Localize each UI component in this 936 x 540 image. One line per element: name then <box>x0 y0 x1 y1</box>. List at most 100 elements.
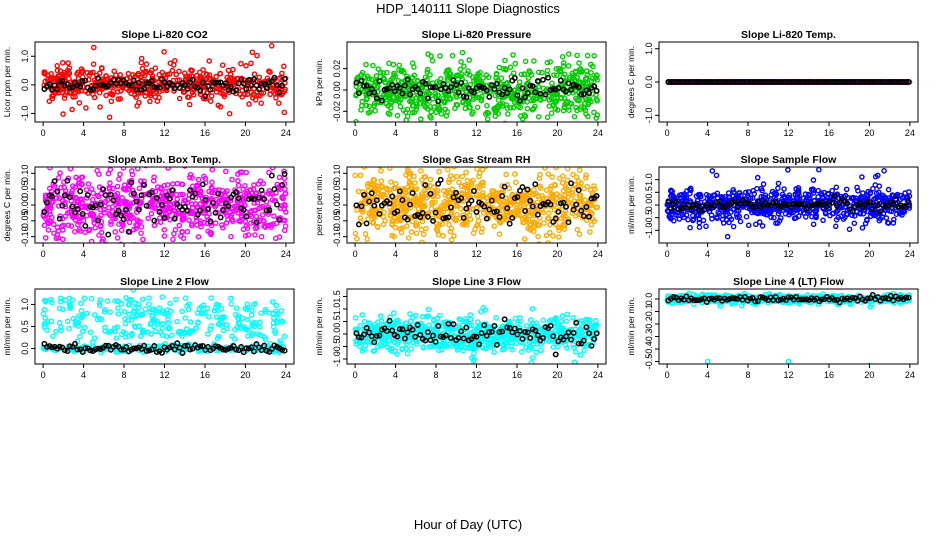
reference-point <box>667 205 674 212</box>
panel-3: Slope Li-820 Temp.degrees C per min.0 4 8 1… <box>626 29 919 138</box>
data-point <box>574 52 580 59</box>
reference-point <box>261 195 268 202</box>
data-point <box>86 226 93 233</box>
data-point <box>520 219 526 226</box>
data-point <box>573 104 579 111</box>
reference-point <box>903 79 910 85</box>
data-point <box>473 192 480 199</box>
data-point <box>206 72 213 78</box>
data-point <box>713 172 720 179</box>
reference-point <box>153 195 160 201</box>
data-point <box>271 213 277 219</box>
data-point <box>245 232 252 238</box>
data-point <box>212 220 219 226</box>
data-point <box>386 60 392 67</box>
data-point <box>467 104 473 110</box>
reference-point <box>389 193 396 200</box>
reference-point <box>84 192 91 199</box>
reference-point <box>82 222 89 229</box>
data-point <box>567 100 573 106</box>
data-point <box>422 174 429 180</box>
data-point <box>90 196 96 203</box>
reference-point <box>215 190 222 197</box>
data-point <box>107 212 113 219</box>
data-point <box>537 97 544 103</box>
data-point <box>403 209 409 215</box>
reference-point <box>263 85 270 92</box>
data-point <box>229 218 236 225</box>
reference-point <box>135 79 142 86</box>
data-point <box>446 179 452 186</box>
data-point <box>556 175 563 182</box>
data-point <box>404 223 410 229</box>
data-point <box>570 192 576 198</box>
reference-point <box>102 192 109 199</box>
data-point <box>203 199 209 206</box>
x-tick-label: 8 <box>122 249 127 259</box>
data-point <box>240 186 246 192</box>
data-point <box>714 215 721 222</box>
data-point <box>570 186 576 193</box>
reference-point <box>719 79 725 85</box>
data-point <box>378 168 384 174</box>
data-point <box>370 62 376 69</box>
data-point <box>68 223 75 229</box>
reference-point <box>386 200 393 207</box>
data-point <box>883 215 890 221</box>
data-point <box>444 200 450 206</box>
data-point <box>528 72 535 78</box>
data-point <box>375 66 382 72</box>
x-tick-label: 16 <box>824 128 834 138</box>
data-point <box>213 314 220 320</box>
reference-point <box>100 186 107 193</box>
data-point <box>380 221 387 228</box>
reference-point <box>371 89 378 96</box>
reference-point <box>493 208 500 215</box>
data-point <box>371 103 378 109</box>
data-point <box>466 57 473 63</box>
reference-point <box>164 83 171 90</box>
data-point <box>244 316 251 323</box>
reference-point <box>450 194 457 201</box>
data-point <box>164 205 170 212</box>
reference-point <box>396 188 403 195</box>
data-point <box>449 175 456 182</box>
data-point <box>237 218 244 225</box>
reference-point <box>772 198 779 205</box>
reference-point <box>458 195 465 202</box>
data-point <box>406 98 413 105</box>
data-point <box>217 90 224 96</box>
reference-point <box>869 79 876 85</box>
data-point <box>279 70 285 77</box>
reference-point <box>557 200 564 207</box>
data-point <box>242 218 249 225</box>
data-point <box>453 173 460 180</box>
data-point <box>394 218 400 224</box>
data-point <box>49 299 55 306</box>
data-point <box>536 69 542 76</box>
data-point <box>225 216 231 223</box>
reference-point <box>376 210 383 217</box>
data-point <box>361 167 368 170</box>
reference-point <box>49 86 55 93</box>
reference-point <box>156 208 163 215</box>
reference-point <box>120 216 127 223</box>
reference-point <box>765 202 772 208</box>
points-group <box>352 167 601 243</box>
data-point <box>709 215 715 222</box>
data-point <box>362 231 369 237</box>
data-point <box>441 187 447 194</box>
x-tick-label: 20 <box>240 128 250 138</box>
data-point <box>380 75 387 81</box>
data-point <box>876 183 883 189</box>
data-point <box>427 176 434 183</box>
data-point <box>700 217 707 224</box>
x-tick-label: 4 <box>393 128 398 138</box>
reference-point <box>281 75 288 82</box>
data-point <box>269 197 276 203</box>
reference-point <box>281 171 288 177</box>
data-point <box>436 221 443 227</box>
data-point <box>189 204 196 211</box>
data-point <box>551 72 557 78</box>
data-point <box>507 202 514 208</box>
